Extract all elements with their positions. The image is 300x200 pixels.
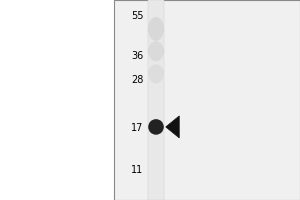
Text: 17: 17 [131, 123, 143, 133]
Ellipse shape [148, 119, 164, 135]
Polygon shape [166, 116, 179, 138]
Text: 28: 28 [131, 75, 143, 85]
Text: ZR-75-1: ZR-75-1 [160, 0, 200, 1]
Text: 36: 36 [131, 51, 143, 61]
Ellipse shape [148, 41, 164, 61]
Text: 11: 11 [131, 165, 143, 175]
Text: 55: 55 [131, 11, 143, 21]
Bar [114, 0, 300, 200]
Ellipse shape [148, 64, 164, 83]
Bar [148, 0, 164, 200]
Ellipse shape [148, 17, 164, 41]
